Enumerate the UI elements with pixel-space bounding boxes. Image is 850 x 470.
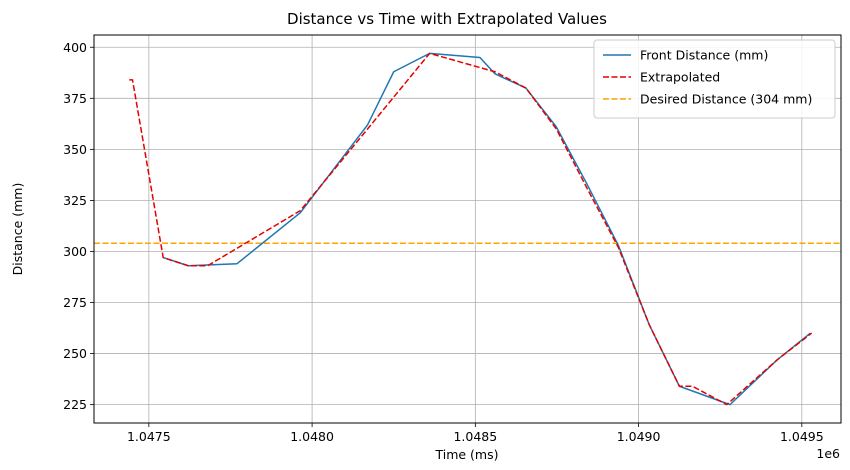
x-tick-label: 1.0495 — [780, 429, 824, 444]
y-axis-label: Distance (mm) — [10, 183, 25, 276]
x-axis-offset-label: 1e6 — [816, 446, 840, 461]
y-tick-label: 325 — [63, 193, 87, 208]
y-tick-label: 275 — [63, 295, 87, 310]
x-tick-label: 1.0480 — [290, 429, 334, 444]
front-distance-line — [162, 52, 811, 406]
extrapolated-line — [129, 52, 813, 406]
legend-entry-desired-distance: Desired Distance (304 mm) — [603, 92, 812, 107]
x-tick-label: 1.0490 — [617, 429, 661, 444]
x-tick-label: 1.0475 — [127, 429, 171, 444]
chart-title: Distance vs Time with Extrapolated Value… — [287, 10, 607, 28]
x-tick-label: 1.0485 — [453, 429, 497, 444]
y-tick-label: 375 — [63, 91, 87, 106]
plot-frame — [93, 34, 842, 424]
legend: Front Distance (mm) Extrapolated Desired D… — [593, 39, 836, 119]
series — [129, 52, 813, 406]
y-tick-label: 350 — [63, 142, 87, 157]
y-axis-ticks: 225 250 275 300 325 350 375 400 — [63, 40, 94, 412]
legend-label: Desired Distance (304 mm) — [640, 92, 812, 107]
legend-entry-extrapolated: Extrapolated — [603, 70, 720, 85]
legend-label: Front Distance (mm) — [640, 48, 768, 63]
legend-box — [593, 39, 836, 119]
y-tick-label: 250 — [63, 346, 87, 361]
x-axis-label: Time (ms) — [434, 447, 498, 462]
y-tick-label: 400 — [63, 40, 87, 55]
y-tick-label: 225 — [63, 397, 87, 412]
legend-entry-front-distance: Front Distance (mm) — [603, 48, 768, 63]
legend-label: Extrapolated — [640, 70, 720, 85]
y-tick-label: 300 — [63, 244, 87, 259]
x-axis-ticks: 1.0475 1.0480 1.0485 1.0490 1.0495 — [127, 423, 824, 444]
